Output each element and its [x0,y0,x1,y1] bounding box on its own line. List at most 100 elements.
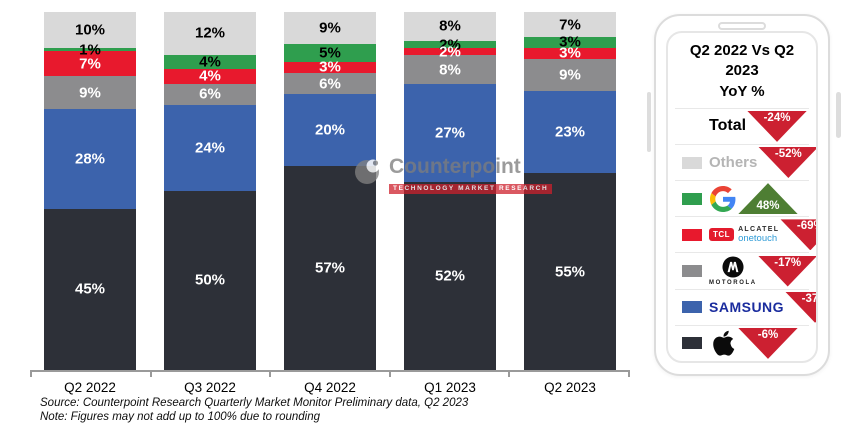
legend-row-samsung: SAMSUNG -37% [675,290,816,326]
bar-q2-2022: 10% 1% 7% 9% 28% 45% [44,12,136,370]
rounding-note: Note: Figures may not add up to 100% due… [40,411,321,423]
segment-value-label: 24% [194,139,226,157]
legend-row-motorola: MOTOROLA -17% [675,253,816,290]
tcl-logo-box: TCL [709,228,735,242]
axis-tick [388,370,391,377]
segment-value-label: 7% [559,16,581,34]
axis-tick [628,370,630,377]
google-swatch [682,192,702,205]
segment-apple: 50% [164,190,256,370]
yoy-down-triangle-icon: -52% [758,147,816,178]
segment-samsung: 28% [44,108,136,209]
x-axis-label: Q2 2023 [544,380,596,395]
segment-tcl: 7% [44,51,136,77]
segment-value-label: 8% [439,61,461,79]
others-label: Others [709,154,758,171]
segment-value-label: 7% [79,55,101,73]
segment-value-label: 9% [319,19,341,37]
legend-rows: Total -24% Others -52% [668,109,816,361]
source-note: Source: Counterpoint Research Quarterly … [40,397,469,409]
segment-google: 2% [404,37,496,52]
segment-value-label: 27% [434,124,466,142]
segment-value-label: 45% [74,280,106,298]
others-swatch [682,156,702,169]
segment-value-label: 20% [314,121,346,139]
segment-tcl: 2% [404,44,496,59]
motorola-m-icon [722,256,744,278]
segment-tcl: 4% [164,67,256,85]
axis-tick [30,370,32,377]
yoy-down-triangle-icon: -69% [780,219,816,251]
axis-tick [508,370,511,377]
segment-value-label: 3% [559,44,581,62]
segment-value-label: 6% [319,75,341,93]
apple-logo-icon [712,331,734,356]
phone-side-button-left [647,92,651,152]
bar-q1-2023: 8% 2% 2% 8% 27% 52% [404,12,496,370]
segment-value-label: 12% [194,24,226,42]
others-yoy-value: -52% [774,148,802,160]
motorola-wordmark: MOTOROLA [709,280,757,287]
samsung-yoy-value: -37% [801,292,818,305]
segment-samsung: 24% [164,105,256,191]
apple-yoy-value: -6% [757,328,779,341]
x-axis-labels: Q2 2022 Q3 2022 Q4 2022 Q1 2023 Q2 2023 [31,380,629,395]
segment-value-label: 9% [79,84,101,102]
segment-value-label: 2% [439,36,461,54]
segment-value-label: 4% [199,53,221,71]
segment-motorola: 6% [164,83,256,106]
segment-value-label: 4% [199,67,221,85]
segment-value-label: 5% [319,44,341,62]
segment-samsung: 20% [284,94,376,166]
segment-tcl: 3% [284,58,376,76]
segment-value-label: 3% [559,33,581,51]
segment-google: 4% [164,53,256,71]
phone-speaker [718,22,766,30]
segment-value-label: 23% [554,123,586,141]
segment-apple: 45% [44,208,136,370]
phone-frame: Q2 2022 Vs Q2 2023 YoY % Total -24% Othe… [647,14,841,376]
segment-motorola: 8% [404,55,496,85]
segment-value-label: 8% [439,17,461,35]
segment-google: 5% [284,44,376,63]
legend-row-tcl: TCL ALCATEL onetouch -69% [675,217,816,254]
segment-motorola: 9% [524,58,616,91]
yoy-down-triangle-icon: -24% [747,110,807,142]
yoy-up-triangle-icon: 48% [738,183,798,215]
google-logo-icon [710,185,736,212]
segment-value-label: 10% [74,21,106,39]
alcatel-wordmark: ALCATEL [738,226,780,234]
motorola-swatch [682,265,702,278]
x-axis-ticks [30,370,630,377]
axis-tick [149,370,152,377]
panel-title-line2: YoY % [719,82,765,100]
apple-swatch [682,337,702,350]
segment-apple: 57% [284,165,376,370]
segment-value-label: 3% [319,58,341,76]
onetouch-wordmark: onetouch [738,233,778,245]
segment-others: 12% [164,12,256,55]
x-axis-label: Q2 2022 [64,380,116,395]
segment-value-label: 6% [199,85,221,103]
segment-samsung: 27% [404,84,496,182]
segment-tcl: 3% [524,44,616,62]
bar-q3-2022: 12% 4% 4% 6% 24% 50% [164,12,256,370]
segment-apple: 52% [404,181,496,370]
segment-value-label: 2% [439,43,461,61]
segment-value-label: 55% [554,263,586,281]
segment-others: 7% [524,12,616,38]
x-axis-label: Q4 2022 [304,380,356,395]
legend-row-others: Others -52% [675,145,816,182]
panel-title: Q2 2022 Vs Q2 2023 YoY % [675,33,809,109]
segment-others: 10% [44,12,136,48]
segment-value-label: 57% [314,259,346,277]
phone-side-button-right [836,92,841,138]
segment-value-label: 52% [434,267,466,285]
motorola-yoy-value: -17% [774,256,802,269]
legend-row-total: Total -24% [675,109,809,145]
total-yoy-value: -24% [763,111,791,124]
segment-value-label: 50% [194,271,226,289]
tcl-swatch [682,228,702,241]
segment-apple: 55% [524,173,616,370]
total-label: Total [709,117,747,135]
